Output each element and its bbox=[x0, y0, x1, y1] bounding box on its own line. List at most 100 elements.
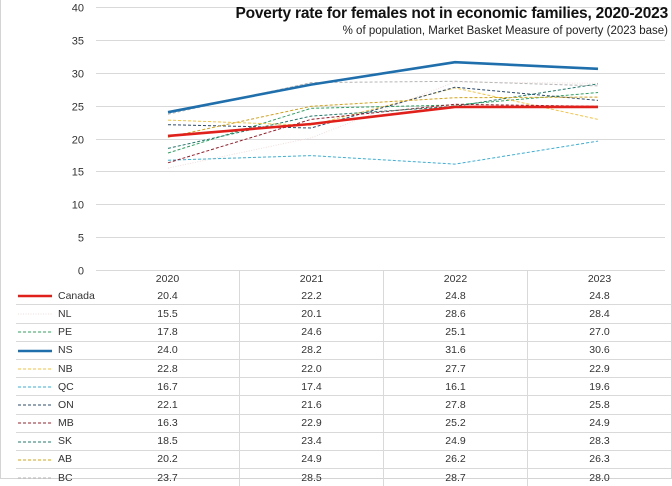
data-label: 21.6 bbox=[239, 395, 384, 414]
data-label: 20.4 bbox=[95, 287, 240, 305]
legend-key-nb bbox=[18, 368, 52, 370]
series-line-qc bbox=[167, 140, 599, 165]
data-label: 25.1 bbox=[383, 322, 528, 342]
data-label: 24.8 bbox=[383, 287, 528, 305]
data-label: 17.4 bbox=[239, 377, 384, 396]
table-row: NB 22.8 22.0 27.7 22.9 bbox=[16, 358, 671, 378]
data-label: 23.7 bbox=[95, 468, 240, 486]
legend-label: Canada bbox=[58, 289, 95, 302]
series-line-bc bbox=[167, 80, 599, 115]
data-label: 16.7 bbox=[95, 377, 240, 396]
legend-key-bc bbox=[18, 477, 52, 479]
table-row: NL 15.5 20.1 28.6 28.4 bbox=[16, 304, 671, 324]
y-tick-label: 5 bbox=[78, 233, 84, 245]
table-header-row: 2020 2021 2022 2023 bbox=[16, 270, 671, 288]
x-tick-label: 2022 bbox=[383, 270, 528, 288]
data-label: 24.9 bbox=[527, 413, 671, 433]
legend-key-qc bbox=[18, 386, 52, 388]
legend-key-sk bbox=[18, 441, 52, 442]
legend-label: AB bbox=[58, 453, 73, 466]
legend-label: PE bbox=[58, 326, 73, 339]
legend-entry-mb: MB bbox=[16, 413, 96, 433]
legend-key-nl bbox=[18, 313, 52, 315]
y-axis-ticks: 0 5 10 15 20 25 30 35 40 bbox=[72, 3, 84, 278]
y-tick-label: 10 bbox=[72, 200, 84, 212]
data-table: 2020 2021 2022 2023 Canada 20.4 22.2 24.8 24.8 NL… bbox=[16, 270, 671, 486]
data-label: 28.3 bbox=[527, 431, 671, 451]
data-label: 22.9 bbox=[239, 413, 384, 433]
data-label: 24.0 bbox=[95, 340, 240, 360]
data-label: 22.8 bbox=[95, 358, 240, 378]
legend-entry-pe: PE bbox=[16, 322, 96, 342]
series-line-canada bbox=[167, 105, 598, 138]
table-row: BC 23.7 28.5 28.7 28.0 bbox=[16, 468, 671, 486]
data-label: 28.6 bbox=[383, 304, 528, 324]
y-tick-label: 25 bbox=[72, 102, 84, 114]
legend-label: MB bbox=[58, 417, 74, 430]
legend-entry-ns: NS bbox=[16, 340, 96, 360]
legend-key-pe bbox=[18, 331, 52, 333]
legend-label: SK bbox=[58, 435, 73, 448]
data-label: 27.8 bbox=[383, 395, 528, 414]
y-tick-label: 15 bbox=[72, 167, 84, 179]
x-tick-label: 2023 bbox=[587, 272, 612, 285]
chart-title: Poverty rate for females not in economic… bbox=[235, 5, 668, 22]
series-line-on bbox=[167, 86, 599, 129]
legend-entry-sk: SK bbox=[16, 431, 96, 451]
data-label: 20.2 bbox=[95, 449, 240, 469]
chart-subtitle: % of population, Market Basket Measure o… bbox=[342, 25, 668, 37]
data-label: 28.7 bbox=[383, 468, 528, 486]
legend-label: NB bbox=[58, 362, 73, 375]
legend-label: BC bbox=[58, 471, 73, 484]
legend-entry-bc: BC bbox=[16, 468, 96, 486]
data-label: 22.1 bbox=[95, 395, 240, 414]
legend-entry-qc: QC bbox=[16, 377, 96, 396]
legend-entry-nb: NB bbox=[16, 358, 96, 378]
data-label: 28.4 bbox=[527, 304, 671, 324]
legend-key-on bbox=[18, 404, 52, 406]
legend-label: NS bbox=[58, 344, 73, 357]
legend-key-canada bbox=[18, 294, 52, 298]
data-label: 24.9 bbox=[239, 449, 384, 469]
y-tick-label: 35 bbox=[72, 36, 84, 48]
data-label: 18.5 bbox=[95, 431, 240, 451]
legend-key-ab bbox=[18, 459, 52, 461]
series-line-ab bbox=[167, 96, 599, 138]
legend-key-ns bbox=[18, 349, 52, 352]
data-label: 26.2 bbox=[383, 449, 528, 469]
y-tick-label: 0 bbox=[78, 266, 84, 278]
data-label: 16.3 bbox=[95, 413, 240, 433]
data-label: 28.0 bbox=[527, 468, 671, 486]
table-row: ON 22.1 21.6 27.8 25.8 bbox=[16, 395, 671, 414]
data-label: 20.1 bbox=[239, 304, 384, 324]
legend-entry-nl: NL bbox=[16, 304, 96, 324]
data-label: 23.4 bbox=[239, 431, 384, 451]
table-corner bbox=[16, 270, 96, 287]
data-label: 27.0 bbox=[527, 322, 671, 342]
data-label: 19.6 bbox=[527, 377, 671, 396]
data-label: 24.8 bbox=[589, 289, 610, 302]
data-label: 22.0 bbox=[239, 358, 384, 378]
table-row: NS 24.0 28.2 31.6 30.6 bbox=[16, 340, 671, 360]
data-label: 26.3 bbox=[527, 449, 671, 469]
legend-label: NL bbox=[58, 307, 72, 320]
table-row: PE 17.8 24.6 25.1 27.0 bbox=[16, 322, 671, 342]
series-line-nb bbox=[167, 87, 599, 126]
data-label: 25.2 bbox=[383, 413, 528, 433]
data-label: 31.6 bbox=[383, 340, 528, 360]
table-row: MB 16.3 22.9 25.2 24.9 bbox=[16, 413, 671, 433]
legend-entry-on: ON bbox=[16, 395, 96, 414]
data-label: 25.8 bbox=[527, 395, 671, 414]
x-tick-label: 2020 bbox=[95, 270, 240, 288]
data-label: 24.9 bbox=[383, 431, 528, 451]
y-tick-label: 30 bbox=[72, 69, 84, 81]
data-label: 24.6 bbox=[239, 322, 384, 342]
legend-key-mb bbox=[18, 422, 52, 424]
data-label: 15.5 bbox=[95, 304, 240, 324]
data-label: 17.8 bbox=[95, 322, 240, 342]
data-label: 27.7 bbox=[383, 358, 528, 378]
data-label: 22.2 bbox=[239, 287, 384, 305]
data-label: 30.6 bbox=[527, 340, 671, 360]
series-line-mb bbox=[167, 103, 599, 164]
